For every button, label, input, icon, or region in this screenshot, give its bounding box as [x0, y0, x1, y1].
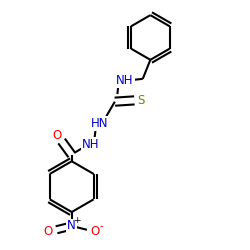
Text: +: +: [74, 216, 81, 225]
Text: O: O: [44, 224, 53, 237]
Text: NH: NH: [82, 138, 100, 151]
Text: HN: HN: [91, 117, 108, 130]
Text: NH: NH: [116, 74, 134, 86]
Text: -: -: [100, 222, 103, 232]
Text: N: N: [67, 220, 76, 232]
Text: O: O: [52, 129, 62, 142]
Text: O: O: [91, 224, 100, 237]
Text: S: S: [137, 94, 145, 107]
